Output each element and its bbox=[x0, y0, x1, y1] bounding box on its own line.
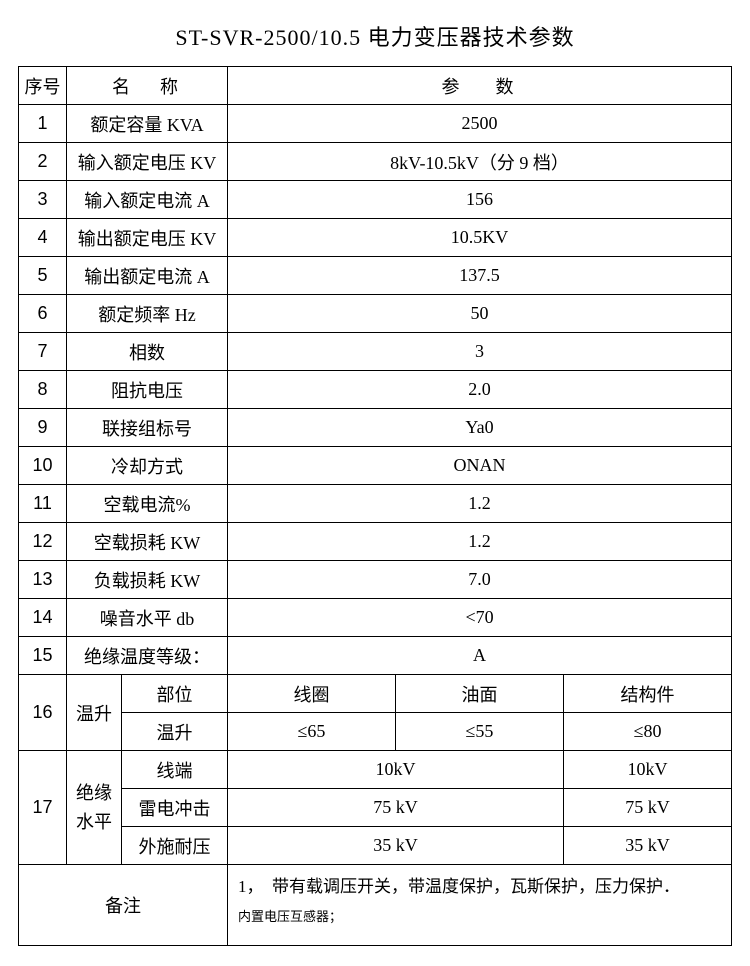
name-cell: 额定容量 KVA bbox=[67, 105, 228, 143]
page-title: ST-SVR-2500/10.5 电力变压器技术参数 bbox=[18, 20, 732, 52]
name-cell: 负载损耗 KW bbox=[67, 561, 228, 599]
value-cell: ≤65 bbox=[228, 713, 396, 751]
table-row: 7相数3 bbox=[19, 333, 732, 371]
value-cell: 结构件 bbox=[564, 675, 732, 713]
name-cell: 阻抗电压 bbox=[67, 371, 228, 409]
name-cell: 空载损耗 KW bbox=[67, 523, 228, 561]
name-cell: 输出额定电压 KV bbox=[67, 219, 228, 257]
sub-label: 部位 bbox=[122, 675, 228, 713]
header-param: 参数 bbox=[228, 67, 732, 105]
seq-cell: 7 bbox=[19, 333, 67, 371]
name-cell: 联接组标号 bbox=[67, 409, 228, 447]
remark-content: 1， 带有载调压开关，带温度保护，瓦斯保护，压力保护． 内置电压互感器； bbox=[228, 865, 732, 946]
table-row: 17 绝缘水平 线端 10kV 10kV bbox=[19, 751, 732, 789]
group-label: 绝缘水平 bbox=[67, 751, 122, 865]
value-cell: 50 bbox=[228, 295, 732, 333]
value-cell: 3 bbox=[228, 333, 732, 371]
table-row: 9联接组标号Ya0 bbox=[19, 409, 732, 447]
name-cell: 额定频率 Hz bbox=[67, 295, 228, 333]
table-row: 5输出额定电流 A137.5 bbox=[19, 257, 732, 295]
value-cell: 1.2 bbox=[228, 523, 732, 561]
value-cell: 75 kV bbox=[564, 789, 732, 827]
remark-row: 备注 1， 带有载调压开关，带温度保护，瓦斯保护，压力保护． 内置电压互感器； bbox=[19, 865, 732, 946]
remark-line1: 1， 带有载调压开关，带温度保护，瓦斯保护，压力保护． bbox=[238, 877, 680, 896]
seq-cell: 4 bbox=[19, 219, 67, 257]
name-cell: 空载电流% bbox=[67, 485, 228, 523]
seq-cell: 2 bbox=[19, 143, 67, 181]
sub-label: 温升 bbox=[122, 713, 228, 751]
table-row: 10冷却方式ONAN bbox=[19, 447, 732, 485]
value-cell: 油面 bbox=[396, 675, 564, 713]
value-cell: 10.5KV bbox=[228, 219, 732, 257]
value-cell: ONAN bbox=[228, 447, 732, 485]
value-cell: 10kV bbox=[564, 751, 732, 789]
table-row: 2输入额定电压 KV8kV-10.5kV（分 9 档） bbox=[19, 143, 732, 181]
value-cell: Ya0 bbox=[228, 409, 732, 447]
table-row: 8阻抗电压2.0 bbox=[19, 371, 732, 409]
table-header-row: 序号 名称 参数 bbox=[19, 67, 732, 105]
seq-cell: 5 bbox=[19, 257, 67, 295]
value-cell: ≤80 bbox=[564, 713, 732, 751]
value-cell: 1.2 bbox=[228, 485, 732, 523]
table-row: 6额定频率 Hz50 bbox=[19, 295, 732, 333]
seq-cell: 17 bbox=[19, 751, 67, 865]
name-cell: 绝缘温度等级： bbox=[67, 637, 228, 675]
seq-cell: 1 bbox=[19, 105, 67, 143]
name-cell: 冷却方式 bbox=[67, 447, 228, 485]
sub-label: 雷电冲击 bbox=[122, 789, 228, 827]
value-cell: ≤55 bbox=[396, 713, 564, 751]
spec-table: 序号 名称 参数 1额定容量 KVA25002输入额定电压 KV8kV-10.5… bbox=[18, 66, 732, 946]
value-cell: 7.0 bbox=[228, 561, 732, 599]
table-row: 温升 ≤65 ≤55 ≤80 bbox=[19, 713, 732, 751]
value-cell: 2.0 bbox=[228, 371, 732, 409]
sub-label: 线端 bbox=[122, 751, 228, 789]
sub-label: 外施耐压 bbox=[122, 827, 228, 865]
table-row: 16 温升 部位 线圈 油面 结构件 bbox=[19, 675, 732, 713]
value-cell: 137.5 bbox=[228, 257, 732, 295]
header-name: 名称 bbox=[67, 67, 228, 105]
seq-cell: 16 bbox=[19, 675, 67, 751]
table-row: 1额定容量 KVA2500 bbox=[19, 105, 732, 143]
group-label: 温升 bbox=[67, 675, 122, 751]
value-cell: A bbox=[228, 637, 732, 675]
seq-cell: 9 bbox=[19, 409, 67, 447]
value-cell: 35 kV bbox=[228, 827, 564, 865]
seq-cell: 12 bbox=[19, 523, 67, 561]
name-cell: 相数 bbox=[67, 333, 228, 371]
value-cell: <70 bbox=[228, 599, 732, 637]
seq-cell: 3 bbox=[19, 181, 67, 219]
table-row: 13负载损耗 KW7.0 bbox=[19, 561, 732, 599]
seq-cell: 6 bbox=[19, 295, 67, 333]
table-row: 4输出额定电压 KV10.5KV bbox=[19, 219, 732, 257]
table-row: 雷电冲击 75 kV 75 kV bbox=[19, 789, 732, 827]
seq-cell: 14 bbox=[19, 599, 67, 637]
seq-cell: 13 bbox=[19, 561, 67, 599]
value-cell: 35 kV bbox=[564, 827, 732, 865]
name-cell: 输入额定电压 KV bbox=[67, 143, 228, 181]
value-cell: 75 kV bbox=[228, 789, 564, 827]
name-cell: 噪音水平 db bbox=[67, 599, 228, 637]
remark-label: 备注 bbox=[19, 865, 228, 946]
name-cell: 输出额定电流 A bbox=[67, 257, 228, 295]
table-row: 外施耐压 35 kV 35 kV bbox=[19, 827, 732, 865]
name-cell: 输入额定电流 A bbox=[67, 181, 228, 219]
table-row: 14噪音水平 db<70 bbox=[19, 599, 732, 637]
value-cell: 线圈 bbox=[228, 675, 396, 713]
seq-cell: 10 bbox=[19, 447, 67, 485]
table-row: 3输入额定电流 A156 bbox=[19, 181, 732, 219]
header-seq: 序号 bbox=[19, 67, 67, 105]
value-cell: 10kV bbox=[228, 751, 564, 789]
seq-cell: 11 bbox=[19, 485, 67, 523]
value-cell: 8kV-10.5kV（分 9 档） bbox=[228, 143, 732, 181]
value-cell: 156 bbox=[228, 181, 732, 219]
remark-line2: 内置电压互感器； bbox=[238, 909, 342, 924]
table-row: 11空载电流%1.2 bbox=[19, 485, 732, 523]
table-row: 15绝缘温度等级：A bbox=[19, 637, 732, 675]
table-row: 12空载损耗 KW1.2 bbox=[19, 523, 732, 561]
seq-cell: 15 bbox=[19, 637, 67, 675]
seq-cell: 8 bbox=[19, 371, 67, 409]
value-cell: 2500 bbox=[228, 105, 732, 143]
